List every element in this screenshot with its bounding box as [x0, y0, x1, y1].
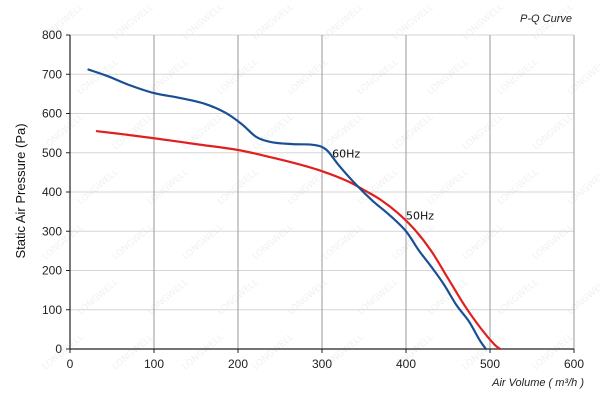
watermark-text: LONGWELL [146, 167, 191, 207]
series-line-50hz [95, 130, 502, 351]
watermark-text: LONGWELL [496, 277, 541, 317]
watermark-text: LONGWELL [146, 57, 191, 97]
watermark-text: LONGWELL [496, 167, 541, 207]
watermark-text: LONGWELL [286, 277, 331, 317]
y-tick-label: 200 [42, 264, 62, 278]
grid-lines [70, 34, 575, 350]
watermark-text: LONGWELL [426, 167, 471, 207]
y-tick-label: 800 [42, 28, 62, 42]
watermark-text: LONGWELL [496, 57, 541, 97]
watermark-text: LONGWELL [461, 2, 506, 42]
y-axis-label: Static Air Pressure (Pa) [13, 123, 28, 258]
watermark-text: LONGWELL [356, 277, 401, 317]
watermark-text: LONGWELL [321, 112, 366, 152]
watermark-text: LONGWELL [566, 277, 600, 317]
watermark-text: LONGWELL [566, 57, 600, 97]
x-axis-label: Air Volume ( m³/h ) [491, 377, 584, 389]
watermark-text: LONGWELL [391, 112, 436, 152]
watermark-text: LONGWELL [531, 222, 576, 262]
watermark-text: LONGWELL [461, 112, 506, 152]
y-tick-label: 500 [42, 146, 62, 160]
y-tick-label: 400 [42, 185, 62, 199]
watermark-text: LONGWELL [251, 112, 296, 152]
y-tick-label: 300 [42, 224, 62, 238]
y-tick-label: 100 [42, 303, 62, 317]
watermark-text: LONGWELL [426, 277, 471, 317]
watermark-text: LONGWELL [41, 332, 86, 372]
watermark-text: LONGWELL [426, 57, 471, 97]
watermark-text: LONGWELL [111, 222, 156, 262]
watermark-text: LONGWELL [181, 222, 226, 262]
watermark-text: LONGWELL [181, 332, 226, 372]
x-tick-label: 200 [228, 357, 248, 371]
series-annotation-50hz: 50Hz [406, 209, 434, 222]
x-tick-label: 300 [312, 357, 332, 371]
watermark-text: LONGWELL [251, 332, 296, 372]
label-layer: 60Hz 50Hz [332, 147, 434, 222]
x-tick-label: 100 [144, 357, 164, 371]
y-tick-label: 0 [55, 342, 62, 356]
chart-title: P-Q Curve [520, 13, 572, 25]
x-tick-label: 0 [67, 357, 74, 371]
x-tick-label: 400 [396, 357, 416, 371]
watermark-layer: LONGWELL LONGWELL LONGWELL LONGWELL LONGWELL… [41, 2, 600, 372]
watermark-text: LONGWELL [111, 2, 156, 42]
watermark-text: LONGWELL [566, 167, 600, 207]
y-tick-label: 600 [42, 107, 62, 121]
watermark-text: LONGWELL [321, 2, 366, 42]
series-layer [87, 68, 502, 351]
watermark-text: LONGWELL [461, 222, 506, 262]
axes: 0 100 200 300 400 500 600 700 800 0 100 200 300 400 50… [42, 28, 584, 371]
watermark-text: LONGWELL [391, 2, 436, 42]
x-tick-label: 500 [480, 357, 500, 371]
watermark-text: LONGWELL [146, 277, 191, 317]
watermark-text: LONGWELL [286, 167, 331, 207]
watermark-text: LONGWELL [76, 277, 121, 317]
watermark-text: LONGWELL [321, 222, 366, 262]
watermark-text: LONGWELL [251, 2, 296, 42]
y-tick-label: 700 [42, 67, 62, 81]
series-annotation-60hz: 60Hz [332, 147, 360, 160]
watermark-text: LONGWELL [251, 222, 296, 262]
watermark-text: LONGWELL [181, 2, 226, 42]
watermark-text: LONGWELL [286, 57, 331, 97]
watermark-text: LONGWELL [531, 112, 576, 152]
series-line-60hz [87, 68, 487, 351]
x-tick-label: 600 [564, 357, 584, 371]
watermark-text: LONGWELL [76, 167, 121, 207]
watermark-text: LONGWELL [356, 167, 401, 207]
watermark-text: LONGWELL [356, 57, 401, 97]
watermark-text: LONGWELL [76, 57, 121, 97]
watermark-text: LONGWELL [111, 112, 156, 152]
